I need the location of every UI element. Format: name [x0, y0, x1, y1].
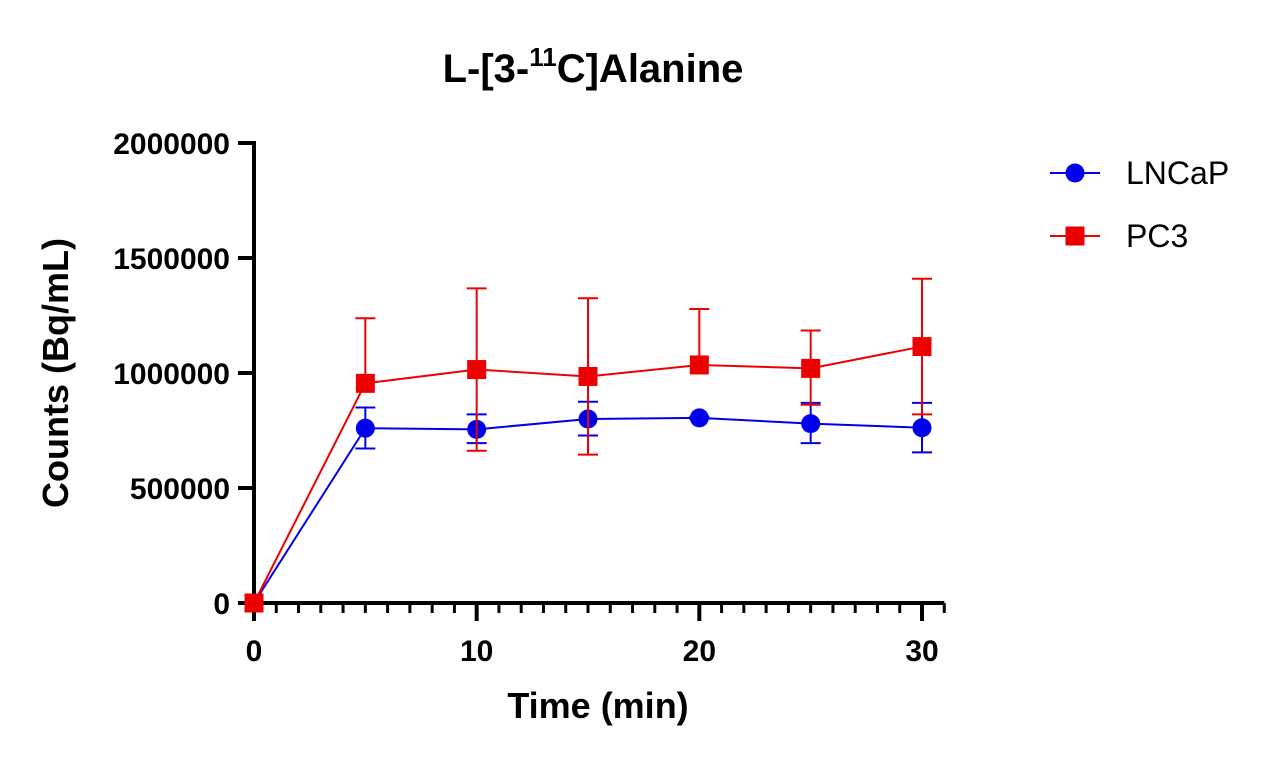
x-tick-label: 10: [460, 635, 493, 668]
chart-title-superscript: 11: [529, 42, 557, 72]
series-layer: [244, 277, 932, 613]
lncap-point: [689, 408, 709, 428]
pc3-point: [912, 337, 932, 357]
x-tick-label: 30: [905, 635, 938, 668]
legend-marker-lncap: [1065, 163, 1085, 183]
pc3-point: [467, 360, 487, 380]
series-pc3: [244, 277, 932, 613]
legend-item-lncap: LNCaP: [1050, 155, 1229, 191]
y-axis-label: Counts (Bq/mL): [35, 238, 76, 508]
legend-item-pc3: PC3: [1050, 218, 1188, 254]
legend-marker-pc3: [1065, 226, 1085, 246]
y-tick-label: 0: [213, 588, 230, 621]
chart-title: L-[3-11C]Alanine: [443, 42, 744, 91]
x-axis-label: Time (min): [507, 685, 688, 726]
chart-title-suffix: C]Alanine: [557, 47, 744, 91]
y-tick-label: 500000: [130, 473, 230, 506]
y-tick-label: 1000000: [113, 358, 230, 391]
legend-label-pc3: PC3: [1126, 218, 1188, 254]
pc3-point: [578, 366, 598, 386]
pc3-error-bar: [355, 317, 376, 384]
chart-title-prefix: L-[3-: [443, 47, 530, 91]
pc3-point: [801, 358, 821, 378]
y-tick-label: 2000000: [113, 128, 230, 161]
pc3-point: [355, 373, 375, 393]
legend-label-lncap: LNCaP: [1126, 155, 1229, 191]
legend: LNCaP PC3: [1050, 155, 1229, 254]
pc3-point: [244, 593, 264, 613]
lncap-point: [355, 418, 375, 438]
y-tick-label: 1500000: [113, 243, 230, 276]
lncap-point: [912, 418, 932, 438]
lncap-point: [801, 414, 821, 434]
axes: 0 500000 1000000 1500000 2000000 0 10 20 30: [113, 128, 946, 668]
x-tick-label: 20: [683, 635, 716, 668]
x-tick-label: 0: [246, 635, 263, 668]
pc3-point: [689, 355, 709, 375]
